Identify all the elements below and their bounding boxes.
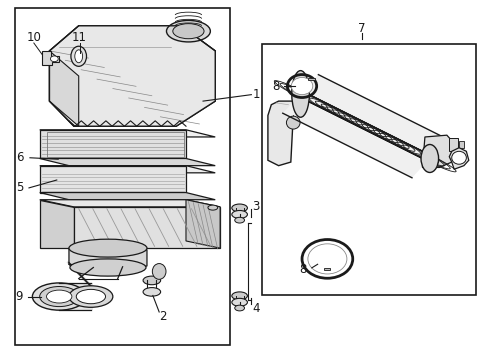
Ellipse shape xyxy=(69,239,147,257)
Bar xyxy=(458,140,463,148)
Polygon shape xyxy=(49,26,215,126)
Ellipse shape xyxy=(420,144,438,172)
Text: 9: 9 xyxy=(15,290,22,303)
Polygon shape xyxy=(40,158,215,166)
Polygon shape xyxy=(40,200,74,248)
Polygon shape xyxy=(185,200,220,248)
Ellipse shape xyxy=(207,205,217,210)
Polygon shape xyxy=(422,135,451,167)
Ellipse shape xyxy=(231,204,247,212)
Ellipse shape xyxy=(69,286,113,307)
Ellipse shape xyxy=(70,259,146,276)
Polygon shape xyxy=(40,130,185,158)
Ellipse shape xyxy=(166,21,210,42)
Text: 2: 2 xyxy=(159,310,166,324)
Text: 8: 8 xyxy=(271,80,279,93)
Polygon shape xyxy=(49,51,79,126)
Ellipse shape xyxy=(152,264,165,279)
Text: 7: 7 xyxy=(357,22,365,35)
Ellipse shape xyxy=(46,290,72,303)
Polygon shape xyxy=(267,101,295,166)
Text: 5: 5 xyxy=(17,181,24,194)
Polygon shape xyxy=(69,248,147,268)
Polygon shape xyxy=(74,207,220,248)
Ellipse shape xyxy=(50,56,58,62)
Ellipse shape xyxy=(75,50,82,63)
Polygon shape xyxy=(40,200,220,207)
Bar xyxy=(15,8,229,345)
Text: 11: 11 xyxy=(71,31,86,44)
Bar xyxy=(324,268,330,270)
Ellipse shape xyxy=(32,283,86,310)
Ellipse shape xyxy=(291,77,312,95)
Bar xyxy=(307,78,314,80)
Polygon shape xyxy=(59,283,93,310)
Polygon shape xyxy=(42,51,59,65)
Text: 3: 3 xyxy=(252,201,259,213)
Ellipse shape xyxy=(143,288,160,296)
Text: 4: 4 xyxy=(252,302,259,315)
Ellipse shape xyxy=(234,217,244,223)
Text: 1: 1 xyxy=(252,88,259,101)
Ellipse shape xyxy=(291,71,309,117)
Ellipse shape xyxy=(231,292,247,300)
Polygon shape xyxy=(40,130,215,137)
Bar xyxy=(261,44,475,295)
Ellipse shape xyxy=(231,298,247,306)
Ellipse shape xyxy=(76,289,105,304)
Polygon shape xyxy=(282,75,447,178)
Ellipse shape xyxy=(286,116,300,129)
Ellipse shape xyxy=(231,211,247,219)
Polygon shape xyxy=(40,166,215,173)
Bar xyxy=(448,138,457,150)
Ellipse shape xyxy=(143,276,160,285)
Ellipse shape xyxy=(172,24,203,39)
Text: 10: 10 xyxy=(26,31,41,44)
Polygon shape xyxy=(40,166,185,193)
Ellipse shape xyxy=(307,244,346,274)
Polygon shape xyxy=(448,148,468,169)
Ellipse shape xyxy=(40,287,79,307)
Ellipse shape xyxy=(71,46,86,66)
Polygon shape xyxy=(40,193,215,200)
Ellipse shape xyxy=(451,151,466,164)
Polygon shape xyxy=(49,26,215,126)
Text: 6: 6 xyxy=(17,151,24,164)
Ellipse shape xyxy=(234,305,244,311)
Text: 8: 8 xyxy=(299,263,306,276)
